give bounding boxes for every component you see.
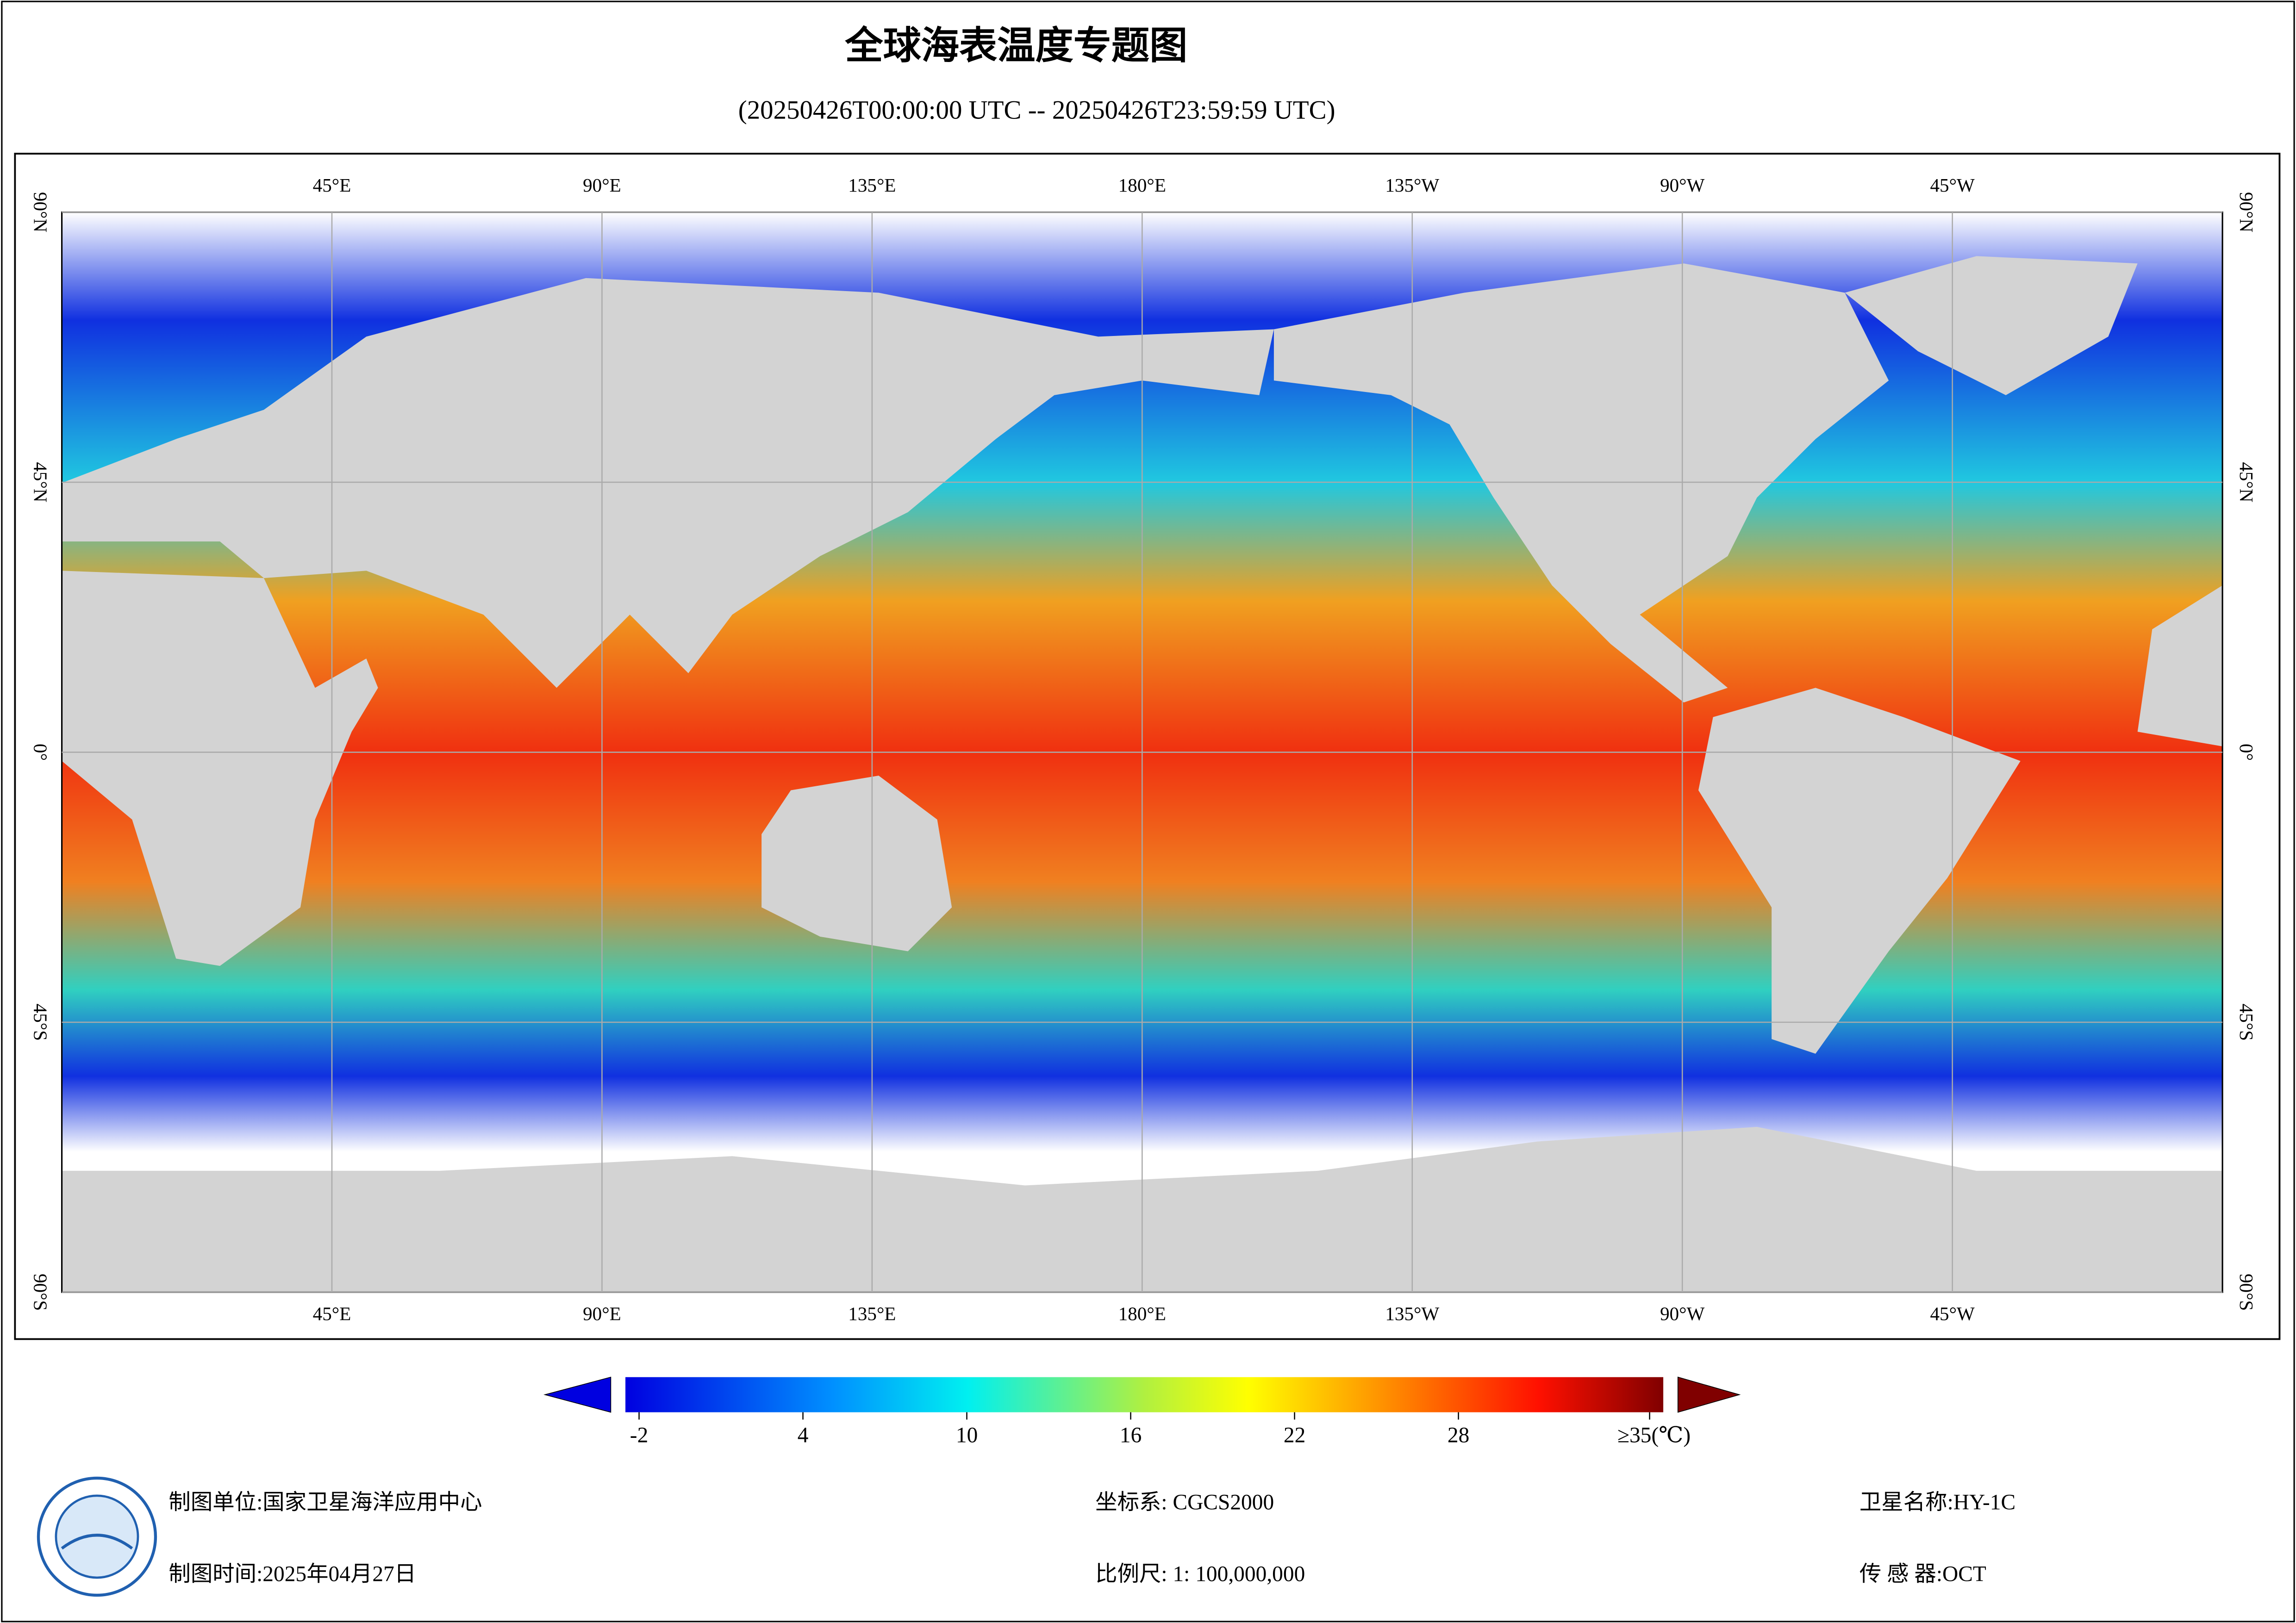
x-tick-label: 45°E xyxy=(313,174,351,196)
x-tick-label: 135°W xyxy=(1385,1303,1439,1324)
y-tick-label: 45°N xyxy=(30,462,51,502)
colorbar xyxy=(625,1377,1664,1412)
x-tick-label: 90°E xyxy=(583,1303,621,1324)
subtitle: (20250426T00:00:00 UTC -- 20250426T23:59… xyxy=(738,96,1335,125)
footer-time: 制图时间:2025年04月27日 xyxy=(168,1562,416,1586)
x-tick-label: 45°E xyxy=(313,1303,351,1324)
x-tick-label: 180°E xyxy=(1118,1303,1166,1324)
colorbar-tick-label: 28 xyxy=(1447,1423,1469,1447)
map xyxy=(61,211,2223,1293)
y-tick-label: 90°S xyxy=(30,1274,51,1311)
colorbar-tick-label: 22 xyxy=(1284,1423,1305,1447)
y-tick-label: 45°S xyxy=(2236,1004,2257,1041)
x-tick-label: 45°W xyxy=(1930,1303,1975,1324)
y-tick-label: 45°N xyxy=(2236,462,2257,502)
x-tick-label: 90°E xyxy=(583,174,621,196)
colorbar-tick-label: -2 xyxy=(630,1423,649,1447)
x-tick-label: 90°W xyxy=(1660,1303,1705,1324)
y-tick-label: 90°N xyxy=(2236,192,2257,232)
footer-satellite: 卫星名称:HY-1C xyxy=(1859,1491,2015,1515)
x-tick-label: 135°W xyxy=(1385,174,1439,196)
x-tick-label: 135°E xyxy=(848,1303,896,1324)
footer-sensor: 传 感 器:OCT xyxy=(1859,1562,1986,1586)
x-tick-label: 180°E xyxy=(1118,174,1166,196)
x-tick-label: 135°E xyxy=(848,174,896,196)
footer-crs: 坐标系: CGCS2000 xyxy=(1095,1491,1274,1515)
footer-unit: 制图单位:国家卫星海洋应用中心 xyxy=(168,1491,482,1515)
colorbar-tick-label: 4 xyxy=(798,1423,809,1447)
x-tick-label: 45°W xyxy=(1930,174,1975,196)
colorbar-high-arrow xyxy=(1677,1376,1741,1413)
footer-scale: 比例尺: 1: 100,000,000 xyxy=(1095,1562,1305,1586)
map-frame xyxy=(14,153,2281,1340)
colorbar-tick-label: ≥35(℃) xyxy=(1617,1423,1691,1447)
colorbar-low-arrow xyxy=(543,1376,611,1413)
colorbar-tick-label: 16 xyxy=(1120,1423,1142,1447)
y-tick-label: 90°N xyxy=(30,192,51,232)
colorbar-tick-label: 10 xyxy=(956,1423,978,1447)
logo xyxy=(37,1476,157,1597)
y-tick-label: 0° xyxy=(30,744,51,761)
y-tick-label: 0° xyxy=(2236,744,2257,761)
y-tick-label: 90°S xyxy=(2236,1274,2257,1311)
title: 全球海表温度专题图 xyxy=(844,25,1187,67)
x-tick-label: 90°W xyxy=(1660,174,1705,196)
y-tick-label: 45°S xyxy=(30,1004,51,1041)
